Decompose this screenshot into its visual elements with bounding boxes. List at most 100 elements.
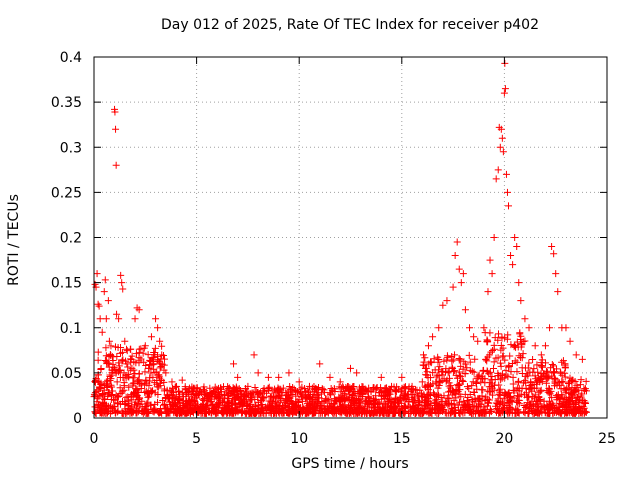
data-point <box>158 351 166 359</box>
data-point <box>94 348 102 356</box>
data-point <box>122 393 130 401</box>
x-tick-label: 20 <box>495 431 513 447</box>
data-point <box>505 389 513 397</box>
data-point <box>112 161 120 169</box>
data-point <box>193 387 201 395</box>
data-point <box>265 385 273 393</box>
data-point <box>118 279 126 287</box>
data-point <box>529 401 537 409</box>
data-point <box>509 261 517 269</box>
data-point <box>104 297 112 305</box>
data-point <box>189 408 197 416</box>
y-tick-label: 0.1 <box>60 321 82 337</box>
data-point <box>515 387 523 395</box>
data-point <box>297 389 305 397</box>
data-point <box>306 400 314 408</box>
data-point <box>472 379 480 387</box>
data-point <box>322 395 330 403</box>
data-point <box>401 385 409 393</box>
data-point <box>286 397 294 405</box>
data-point <box>497 362 505 370</box>
data-point <box>283 409 291 417</box>
data-point <box>139 349 147 357</box>
data-point <box>251 384 259 392</box>
data-point <box>515 400 523 408</box>
data-point <box>148 354 156 362</box>
data-point <box>491 376 499 384</box>
data-point <box>113 310 121 318</box>
data-point <box>353 369 361 377</box>
data-point <box>537 369 545 377</box>
data-point <box>499 148 507 156</box>
data-point <box>466 324 474 332</box>
data-point <box>514 399 522 407</box>
data-point <box>401 403 409 411</box>
data-point <box>435 324 443 332</box>
data-point <box>436 407 444 415</box>
data-point <box>365 394 373 402</box>
data-point <box>155 372 163 380</box>
data-point <box>162 403 170 411</box>
data-point <box>470 368 478 376</box>
data-point <box>134 377 142 385</box>
data-point <box>154 324 162 332</box>
data-point <box>582 387 590 395</box>
data-point <box>151 379 159 387</box>
data-point <box>156 337 164 345</box>
data-point <box>109 387 117 395</box>
data-point <box>534 368 542 376</box>
data-point <box>245 397 253 405</box>
data-point <box>151 344 159 352</box>
data-point <box>460 358 468 366</box>
data-point <box>339 383 347 391</box>
data-point <box>276 406 284 414</box>
data-point <box>130 366 138 374</box>
data-point <box>424 342 432 350</box>
data-point <box>575 386 583 394</box>
data-point <box>464 394 472 402</box>
data-point <box>518 341 526 349</box>
data-point <box>572 400 580 408</box>
data-point <box>100 288 108 296</box>
data-point <box>466 358 474 366</box>
data-point <box>427 359 435 367</box>
data-point <box>461 409 469 417</box>
data-point <box>459 365 467 373</box>
data-point <box>269 404 277 412</box>
data-point <box>428 409 436 417</box>
data-point <box>317 390 325 398</box>
data-point <box>186 401 194 409</box>
data-point <box>330 400 338 408</box>
data-point <box>326 373 334 381</box>
data-point <box>113 378 121 386</box>
data-point <box>95 302 103 310</box>
data-point <box>320 386 328 394</box>
chart-title: Day 012 of 2025, Rate Of TEC Index for r… <box>161 17 539 33</box>
data-point <box>557 369 565 377</box>
x-tick-label: 5 <box>192 431 201 447</box>
data-point <box>124 373 132 381</box>
data-point <box>168 378 176 386</box>
data-point <box>156 364 164 372</box>
data-point <box>327 391 335 399</box>
data-point <box>423 392 431 400</box>
data-point <box>491 334 499 342</box>
data-point <box>234 373 242 381</box>
data-point <box>442 399 450 407</box>
data-point <box>150 408 158 416</box>
x-tick-label: 25 <box>598 431 616 447</box>
data-point <box>508 398 516 406</box>
data-point <box>514 343 522 351</box>
data-point <box>482 356 490 364</box>
data-point <box>310 409 318 417</box>
data-point <box>381 385 389 393</box>
data-point <box>113 393 121 401</box>
data-point <box>161 401 169 409</box>
data-point <box>279 384 287 392</box>
data-point <box>574 393 582 401</box>
data-point <box>141 381 149 389</box>
data-point <box>127 358 135 366</box>
data-point <box>251 407 259 415</box>
data-point <box>171 409 179 417</box>
data-point <box>258 404 266 412</box>
